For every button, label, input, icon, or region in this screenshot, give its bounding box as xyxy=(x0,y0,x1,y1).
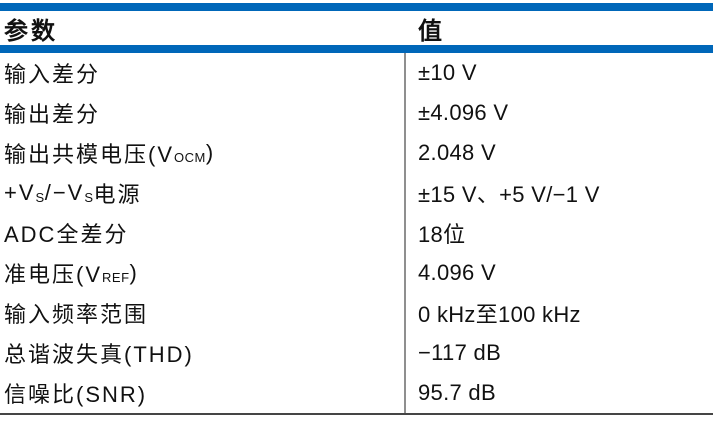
cell-text: ±10 V xyxy=(418,60,477,85)
cell-text: ±15 V、+5 V/−1 V xyxy=(418,182,600,207)
table-row: ADC全差分 18位 xyxy=(0,213,713,253)
param-cell: 输出共模电压(V OCM) xyxy=(0,133,406,173)
header-param: 参数 xyxy=(4,17,58,45)
table-row: 输出差分 ±4.096 V xyxy=(0,93,713,133)
table-row: 输入频率范围 0 kHz至100 kHz xyxy=(0,293,713,333)
cell-text: /−V xyxy=(44,180,85,205)
subscript-text: S xyxy=(84,189,94,205)
cell-text: 95.7 dB xyxy=(418,380,496,405)
header-accent-bar xyxy=(0,45,713,53)
param-cell: 输出差分 xyxy=(0,93,406,133)
value-cell: −117 dB xyxy=(406,333,713,373)
cell-text: 18位 xyxy=(418,222,466,247)
value-cell: ±15 V、+5 V/−1 V xyxy=(406,173,713,213)
spec-table: 参数 值 输入差分 ±10 V 输出差分 ±4.096 V 输出共模电压(V OCM) 2.… xyxy=(0,3,713,415)
value-cell: 2.048 V xyxy=(406,133,713,173)
table-row: 准电压(V REF) 4.096 V xyxy=(0,253,713,293)
value-cell: 95.7 dB xyxy=(406,373,713,413)
param-cell: 输入频率范围 xyxy=(0,293,406,333)
cell-text: 输入频率范围 xyxy=(4,302,149,327)
cell-text: 电源 xyxy=(93,182,142,207)
param-cell: 信噪比(SNR) xyxy=(0,373,406,413)
subscript-text: REF xyxy=(102,269,130,285)
table-row: 输出共模电压(V OCM) 2.048 V xyxy=(0,133,713,173)
cell-text: 输入差分 xyxy=(4,62,101,87)
cell-text: ADC全差分 xyxy=(4,222,129,247)
cell-text: ±4.096 V xyxy=(418,100,509,125)
cell-text: 2.048 V xyxy=(418,140,496,165)
param-cell: ADC全差分 xyxy=(0,213,406,253)
param-cell: 总谐波失真(THD) xyxy=(0,333,406,373)
table-row: 总谐波失真(THD) −117 dB xyxy=(0,333,713,373)
cell-text: 总谐波失真(THD) xyxy=(4,342,194,367)
subscript-text: S xyxy=(35,189,45,205)
subscript-text: OCM xyxy=(174,149,206,165)
value-cell: ±10 V xyxy=(406,53,713,93)
header-value: 值 xyxy=(418,17,445,45)
cell-text: ) xyxy=(129,260,139,285)
param-cell: 输入差分 xyxy=(0,53,406,93)
cell-text: 信噪比(SNR) xyxy=(4,382,148,407)
cell-text: 0 kHz至100 kHz xyxy=(418,302,581,327)
table-body: 输入差分 ±10 V 输出差分 ±4.096 V 输出共模电压(V OCM) 2.048 V… xyxy=(0,53,713,415)
cell-text: ) xyxy=(205,140,216,165)
value-cell: ±4.096 V xyxy=(406,93,713,133)
table-row: 信噪比(SNR) 95.7 dB xyxy=(0,373,713,413)
cell-text: 准电压(V xyxy=(4,262,103,287)
table-row: +V S/−V S 电源 ±15 V、+5 V/−1 V xyxy=(0,173,713,213)
top-accent-bar xyxy=(0,3,713,11)
param-cell: +V S/−V S 电源 xyxy=(0,173,406,213)
table-row: 输入差分 ±10 V xyxy=(0,53,713,93)
cell-text: 输出共模电压(V xyxy=(4,142,175,167)
value-cell: 4.096 V xyxy=(406,253,713,293)
param-cell: 准电压(V REF) xyxy=(0,253,406,293)
cell-text: −117 dB xyxy=(418,340,502,365)
cell-text: 输出差分 xyxy=(4,102,101,127)
cell-text: 4.096 V xyxy=(418,260,496,285)
value-cell: 18位 xyxy=(406,213,713,253)
table-header-row: 参数 值 xyxy=(0,11,713,45)
value-cell: 0 kHz至100 kHz xyxy=(406,293,713,333)
cell-text: +V xyxy=(4,180,36,205)
